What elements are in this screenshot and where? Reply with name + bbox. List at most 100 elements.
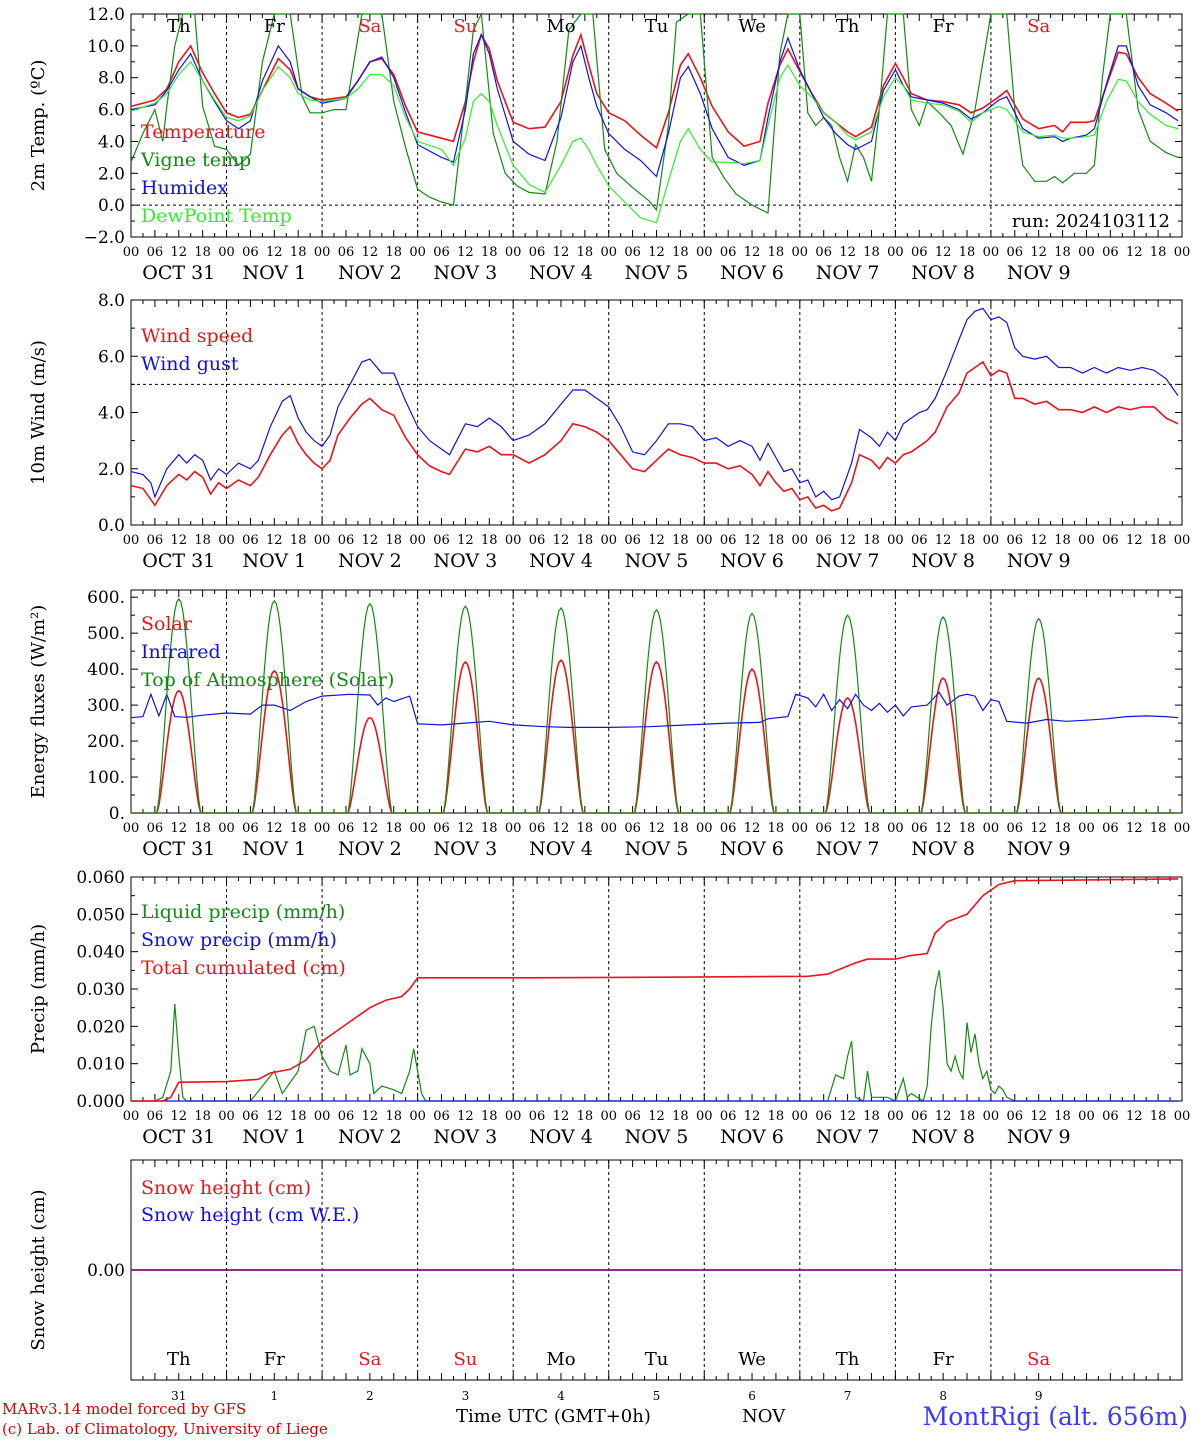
hour-tick-label: 00 <box>505 1109 522 1124</box>
y-tick-label: 200. <box>87 732 125 752</box>
hour-tick-label: 00 <box>1078 821 1095 836</box>
y-axis-label: Snow height (cm) <box>28 1189 49 1350</box>
day-number: 7 <box>844 1389 852 1403</box>
hour-tick-label: 06 <box>1007 533 1024 548</box>
date-label: OCT 31 <box>142 838 215 860</box>
hour-tick-label: 18 <box>768 533 785 548</box>
date-label: NOV 6 <box>720 1126 784 1148</box>
plot-frame <box>130 13 1183 238</box>
hour-tick-label: 06 <box>147 1109 164 1124</box>
hour-tick-label: 06 <box>1007 245 1024 260</box>
date-label: NOV 4 <box>529 262 593 284</box>
hour-tick-label: 12 <box>744 1109 761 1124</box>
hour-tick-label: 00 <box>1174 533 1191 548</box>
hour-tick-label: 00 <box>983 821 1000 836</box>
panel-4 <box>130 876 1183 1102</box>
hour-tick-label: 00 <box>505 533 522 548</box>
hour-tick-label: 00 <box>1174 1109 1191 1124</box>
hour-tick-label: 06 <box>911 533 928 548</box>
day-abbr: Th <box>836 1349 860 1370</box>
hour-tick-label: 18 <box>1054 533 1071 548</box>
day-number: 31 <box>171 1389 186 1403</box>
hour-tick-label: 00 <box>123 533 140 548</box>
hour-tick-label: 12 <box>744 245 761 260</box>
y-tick-label: 12.0 <box>87 5 125 25</box>
hour-tick-label: 12 <box>744 533 761 548</box>
day-abbr: Th <box>167 16 191 37</box>
day-abbr: Sa <box>358 1349 381 1370</box>
y-tick-label: 0.000 <box>76 1092 125 1112</box>
y-tick-label: 4.0 <box>98 132 125 152</box>
hour-tick-label: 12 <box>362 1109 379 1124</box>
hour-tick-label: 00 <box>696 1109 713 1124</box>
hour-tick-label: 12 <box>1030 245 1047 260</box>
y-tick-label: −2.0 <box>84 228 125 248</box>
legend-entry: Temperature <box>141 121 265 143</box>
hour-tick-label: 00 <box>792 245 809 260</box>
hour-tick-label: 12 <box>266 533 283 548</box>
date-label: NOV 9 <box>1007 262 1071 284</box>
legend-entry: DewPoint Temp <box>141 205 292 227</box>
day-abbr: Fr <box>933 16 954 37</box>
date-label: NOV 5 <box>625 550 689 572</box>
hour-tick-label: 18 <box>385 245 402 260</box>
y-tick-label: 2.0 <box>98 164 125 184</box>
hour-tick-label: 00 <box>696 821 713 836</box>
hour-tick-label: 06 <box>624 245 641 260</box>
y-tick-label: 0.050 <box>76 905 125 925</box>
hour-tick-label: 18 <box>768 821 785 836</box>
hour-tick-label: 18 <box>385 533 402 548</box>
hour-tick-label: 18 <box>577 533 594 548</box>
hour-tick-label: 00 <box>409 1109 426 1124</box>
hour-tick-label: 00 <box>983 533 1000 548</box>
panel-1 <box>130 11 1183 238</box>
hour-tick-label: 18 <box>959 821 976 836</box>
series-total-cumulated-cm- <box>131 878 1179 1102</box>
hour-tick-label: 18 <box>768 1109 785 1124</box>
series-top-of-atmosphere-solar- <box>131 597 1178 814</box>
day-abbr: We <box>738 16 766 37</box>
hour-tick-label: 18 <box>577 821 594 836</box>
date-label: NOV 7 <box>816 550 880 572</box>
hour-tick-label: 12 <box>935 1109 952 1124</box>
hour-tick-label: 06 <box>911 245 928 260</box>
day-abbr: Sa <box>1027 1349 1050 1370</box>
hour-tick-label: 18 <box>290 821 307 836</box>
series-wind-gust <box>130 307 1179 501</box>
hour-tick-label: 00 <box>314 245 331 260</box>
date-label: NOV 2 <box>338 838 402 860</box>
legend-entry: Wind gust <box>141 353 239 375</box>
y-tick-label: 0.00 <box>87 1261 125 1281</box>
date-label: NOV 4 <box>529 838 593 860</box>
hour-tick-label: 06 <box>529 821 546 836</box>
hour-tick-label: 00 <box>600 245 617 260</box>
hour-tick-label: 18 <box>290 533 307 548</box>
hour-tick-label: 18 <box>385 821 402 836</box>
date-label: NOV 6 <box>720 262 784 284</box>
y-tick-label: 0.0 <box>98 196 125 216</box>
hour-tick-label: 18 <box>768 245 785 260</box>
date-label: NOV 1 <box>242 550 306 572</box>
hour-tick-label: 12 <box>648 533 665 548</box>
hour-tick-label: 18 <box>672 245 689 260</box>
legend-entry: Solar <box>141 613 193 635</box>
hour-tick-label: 06 <box>815 245 832 260</box>
hour-tick-label: 18 <box>1054 821 1071 836</box>
hour-tick-label: 06 <box>242 533 259 548</box>
hour-tick-label: 00 <box>600 821 617 836</box>
hour-tick-label: 00 <box>409 821 426 836</box>
y-tick-label: 0.020 <box>76 1017 125 1037</box>
legend-entry: Wind speed <box>141 325 253 347</box>
hour-tick-label: 06 <box>433 821 450 836</box>
y-tick-label: 8.0 <box>98 291 125 311</box>
hour-tick-label: 00 <box>505 821 522 836</box>
date-label: NOV 4 <box>529 550 593 572</box>
hour-tick-label: 18 <box>481 533 498 548</box>
hour-tick-label: 06 <box>720 1109 737 1124</box>
hour-tick-label: 06 <box>815 533 832 548</box>
hour-tick-label: 18 <box>481 821 498 836</box>
hour-tick-label: 12 <box>1030 821 1047 836</box>
hour-tick-label: 18 <box>672 533 689 548</box>
hour-tick-label: 00 <box>505 245 522 260</box>
date-label: NOV 6 <box>720 838 784 860</box>
